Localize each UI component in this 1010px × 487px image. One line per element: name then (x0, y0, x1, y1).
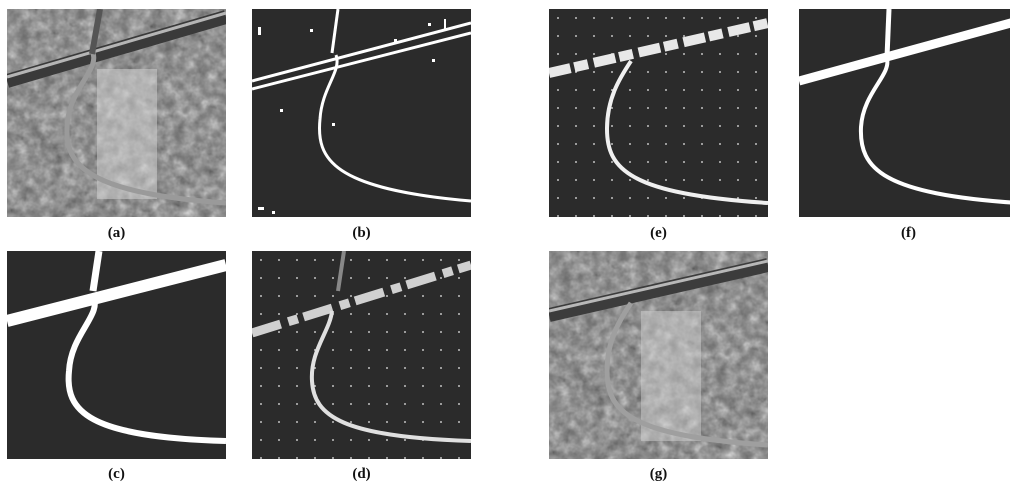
road-grid-d (252, 251, 471, 459)
panel-label-d: (d) (352, 466, 371, 482)
panel-label-e: (e) (650, 225, 667, 241)
panel-label-a: (a) (107, 225, 126, 241)
panel-label-g: (g) (649, 466, 668, 482)
road-mask-f (799, 9, 1010, 217)
panel-label-f: (f) (901, 225, 916, 241)
panel-label-b: (b) (352, 225, 371, 241)
road-grid-e (549, 9, 768, 217)
aerial-image-g (549, 251, 768, 459)
panel-label-c: (c) (108, 466, 125, 482)
road-mask-c (7, 251, 226, 459)
aerial-image-a (7, 9, 226, 217)
road-mask-b (252, 9, 471, 217)
